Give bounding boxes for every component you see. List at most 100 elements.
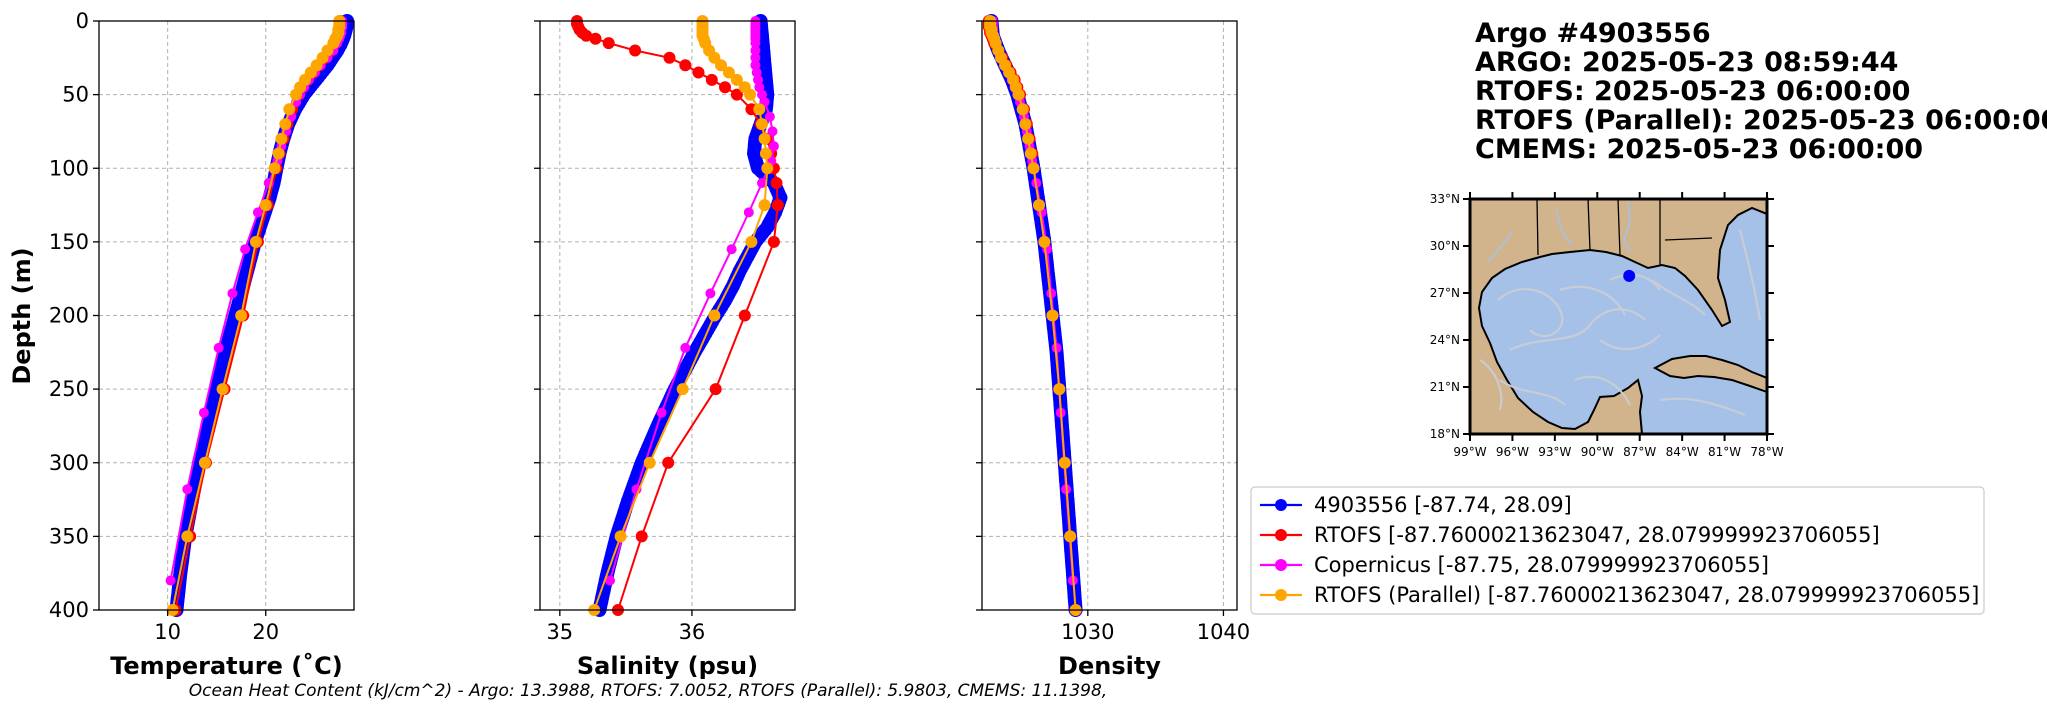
legend-entry: Copernicus [-87.75, 28.079999923706055] (1260, 553, 1769, 577)
data-point (629, 44, 642, 57)
legend-label: RTOFS [-87.76000213623047, 28.0799999237… (1314, 523, 1880, 547)
data-point (756, 118, 768, 131)
data-point (283, 103, 296, 116)
data-point (1024, 147, 1037, 160)
y-tick-label: 200 (49, 304, 89, 328)
data-point (750, 45, 761, 56)
data-point (770, 177, 783, 189)
data-point (272, 147, 285, 160)
data-point (759, 147, 772, 160)
map-current-streamlines (1479, 229, 1762, 417)
x-axis-label: Density (1058, 652, 1161, 680)
data-point (750, 38, 761, 49)
legend-marker-swatch (1275, 499, 1287, 511)
data-point (1046, 288, 1057, 299)
y-tick-label: 50 (62, 83, 89, 107)
data-point (1027, 162, 1040, 175)
map-graticule-ticks: 33°N 30°N 27°N 24°N 21°N 18°N 99°W 96°W 93°W 90°W… (1430, 192, 1784, 459)
map-lat-label: 21°N (1430, 380, 1460, 394)
data-point (708, 309, 721, 322)
data-point (635, 530, 648, 543)
data-point (1038, 235, 1051, 248)
legend-entry: RTOFS (Parallel) [-87.76000213623047, 28… (1260, 583, 1979, 607)
data-point (767, 235, 780, 248)
data-point (1033, 199, 1045, 212)
map-lat-label: 18°N (1430, 427, 1460, 441)
x-tick-label: 1030 (1061, 620, 1114, 644)
data-point (751, 67, 762, 78)
map-land-cuba (1652, 355, 1767, 394)
y-tick-label: 300 (49, 451, 89, 475)
x-tick-label: 35 (546, 620, 573, 644)
float-location-marker (1623, 269, 1636, 282)
legend-marker-swatch (1275, 559, 1287, 571)
map-lon-label: 78°W (1750, 445, 1783, 459)
y-tick-label: 350 (49, 524, 89, 548)
data-point (165, 575, 176, 586)
data-point (1046, 309, 1059, 322)
data-point (750, 52, 761, 63)
legend-label: Copernicus [-87.75, 28.079999923706055] (1314, 553, 1769, 577)
data-point (198, 407, 209, 418)
legend-marker-swatch (1275, 529, 1287, 541)
y-tick-label: 100 (49, 156, 89, 180)
data-point (730, 73, 743, 86)
x-axis-label: Salinity (psu) (577, 652, 758, 680)
data-point (1022, 132, 1035, 145)
data-point (757, 178, 767, 188)
data-point (768, 141, 779, 152)
data-point (738, 309, 751, 322)
data-point (182, 484, 193, 495)
data-point (580, 29, 593, 42)
data-point (1058, 456, 1071, 469)
legend: 4903556 [-87.74, 28.09] RTOFS [-87.760002… (1250, 486, 1985, 615)
data-point (589, 32, 602, 45)
data-point (605, 575, 615, 586)
data-point (743, 207, 754, 218)
data-point (1016, 103, 1029, 116)
data-point (676, 383, 689, 396)
data-point (279, 118, 292, 131)
data-point (198, 456, 211, 469)
data-point (753, 74, 763, 85)
data-point (709, 383, 722, 396)
map-lon-label: 87°W (1623, 445, 1656, 459)
x-tick-label: 10 (154, 620, 181, 644)
data-point (761, 162, 774, 175)
data-point (275, 132, 288, 145)
data-point (663, 51, 676, 64)
map-lat-label: 33°N (1430, 192, 1460, 206)
data-point (602, 37, 615, 50)
legend-entry: RTOFS [-87.76000213623047, 28.0799999237… (1260, 523, 1880, 547)
data-point (730, 88, 743, 101)
data-point (1019, 118, 1032, 131)
data-point (643, 456, 656, 469)
data-point (680, 342, 691, 353)
data-point (268, 162, 281, 175)
title-line-cmems-time: CMEMS: 2025-05-23 06:00:00 (1475, 134, 1923, 165)
data-point (758, 132, 771, 145)
series-2 (605, 16, 779, 586)
legend-entry: 4903556 [-87.74, 28.09] (1260, 493, 1572, 517)
data-point (1051, 342, 1062, 353)
data-point (181, 530, 194, 543)
data-point (252, 207, 263, 218)
title-block: Argo #4903556 ARGO: 2025-05-23 08:59:44 … (1475, 18, 2047, 165)
series-3 (166, 15, 346, 616)
map-lon-label: 96°W (1496, 445, 1529, 459)
data-point (692, 66, 705, 79)
title-line-argo-id: Argo #4903556 (1475, 18, 1711, 49)
data-point (1012, 88, 1025, 101)
data-point (656, 407, 667, 418)
map-lon-label: 99°W (1453, 445, 1486, 459)
location-map: 33°N 30°N 27°N 24°N 21°N 18°N 99°W 96°W 93°W 90°W… (1430, 192, 1784, 459)
data-point (1064, 530, 1077, 543)
data-point (745, 235, 758, 248)
map-lon-label: 90°W (1581, 445, 1614, 459)
data-point (767, 126, 778, 137)
data-point (705, 73, 718, 86)
data-point (764, 111, 775, 122)
y-tick-label: 400 (49, 598, 89, 622)
data-point (216, 383, 229, 396)
